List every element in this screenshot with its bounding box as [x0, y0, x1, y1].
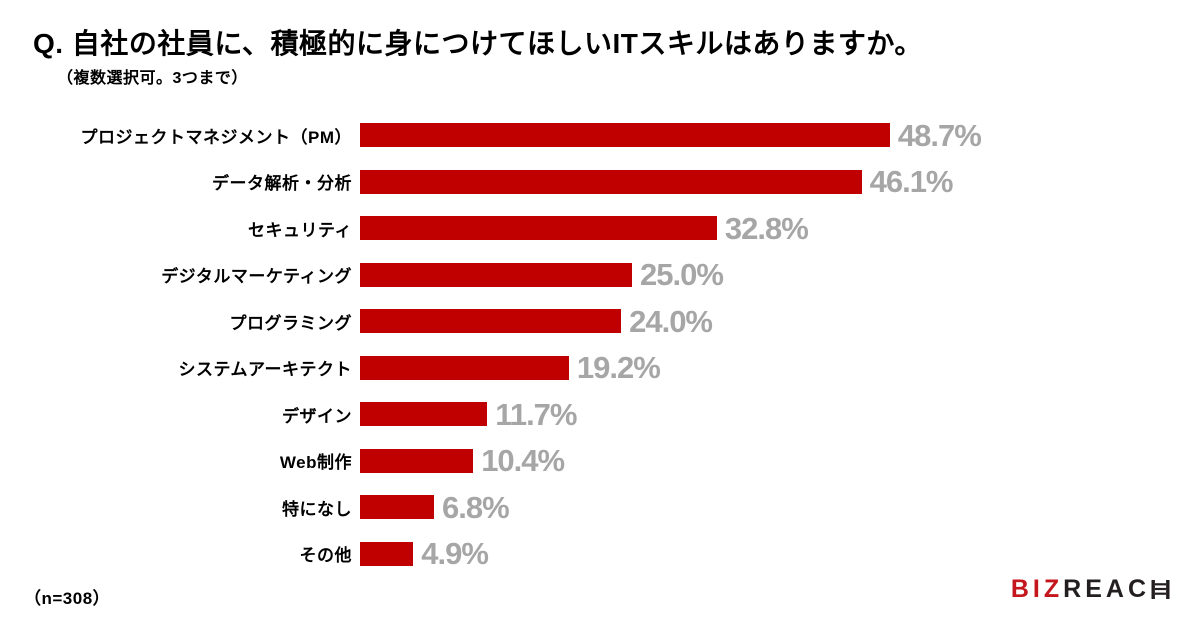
chart-row: プロジェクトマネジメント（PM） 48.7% [0, 112, 1200, 159]
category-label: 特になし [282, 499, 352, 519]
value-label: 25.0% [640, 257, 724, 293]
chart-row: Web制作 10.4% [0, 438, 1200, 485]
bar [360, 448, 474, 473]
logo-text-reach: REAC [1063, 575, 1150, 603]
bar [360, 169, 862, 194]
category-label: システムアーキテクト [178, 360, 352, 380]
bar [360, 495, 434, 520]
horizontal-bar-chart: プロジェクトマネジメント（PM） 48.7% データ解析・分析 46.1% セキュリティ… [0, 112, 1200, 577]
value-label: 48.7% [897, 117, 982, 153]
chart-row: データ解析・分析 46.1% [0, 159, 1200, 206]
bar-track: 48.7% [352, 120, 1200, 151]
logo-text-biz: BIZ [1010, 575, 1064, 603]
value-label: 11.7% [495, 396, 577, 432]
category-label: プログラミング [229, 313, 352, 333]
chart-row: デザイン 11.7% [0, 391, 1200, 438]
bar-track: 24.0% [352, 306, 1200, 337]
bar-track: 6.8% [352, 492, 1200, 523]
bar [360, 541, 414, 566]
bar [360, 216, 717, 241]
chart-row: その他 4.9% [0, 531, 1200, 578]
bar-track: 10.4% [352, 445, 1200, 476]
category-label: デザイン [282, 406, 352, 426]
value-label: 24.0% [629, 303, 713, 339]
bar [360, 355, 569, 380]
category-label: その他 [299, 546, 352, 566]
category-label: Web制作 [279, 453, 352, 473]
question-title: Q. 自社の社員に、積極的に身につけてほしいITスキルはありますか。 [33, 28, 923, 59]
bar [360, 309, 622, 334]
chart-row: システムアーキテクト 19.2% [0, 345, 1200, 392]
bar-track: 46.1% [352, 166, 1200, 197]
bar [360, 402, 488, 427]
bar-track: 11.7% [352, 399, 1200, 430]
bar-track: 32.8% [352, 213, 1200, 244]
bar [360, 123, 890, 148]
category-label: データ解析・分析 [212, 174, 352, 194]
value-label: 10.4% [481, 443, 565, 479]
sample-size-label: （n=308） [24, 589, 111, 608]
chart-row: セキュリティ 32.8% [0, 205, 1200, 252]
chart-row: 特になし 6.8% [0, 484, 1200, 531]
bar-track: 4.9% [352, 538, 1200, 569]
bizreach-logo: BIZ REAC [1011, 577, 1170, 602]
value-label: 6.8% [442, 489, 510, 525]
ladder-h-icon [1151, 580, 1170, 599]
category-label: プロジェクトマネジメント（PM） [80, 127, 352, 147]
chart-row: デジタルマーケティング 25.0% [0, 252, 1200, 299]
value-label: 4.9% [421, 536, 489, 572]
category-label: セキュリティ [248, 220, 352, 240]
category-label: デジタルマーケティング [161, 267, 352, 287]
value-label: 19.2% [576, 350, 661, 386]
value-label: 32.8% [724, 210, 809, 246]
bar-track: 25.0% [352, 259, 1200, 290]
question-note: （複数選択可。3つまで） [57, 70, 248, 87]
value-label: 46.1% [869, 164, 954, 200]
bar-track: 19.2% [352, 352, 1200, 383]
bar [360, 262, 632, 287]
chart-row: プログラミング 24.0% [0, 298, 1200, 345]
